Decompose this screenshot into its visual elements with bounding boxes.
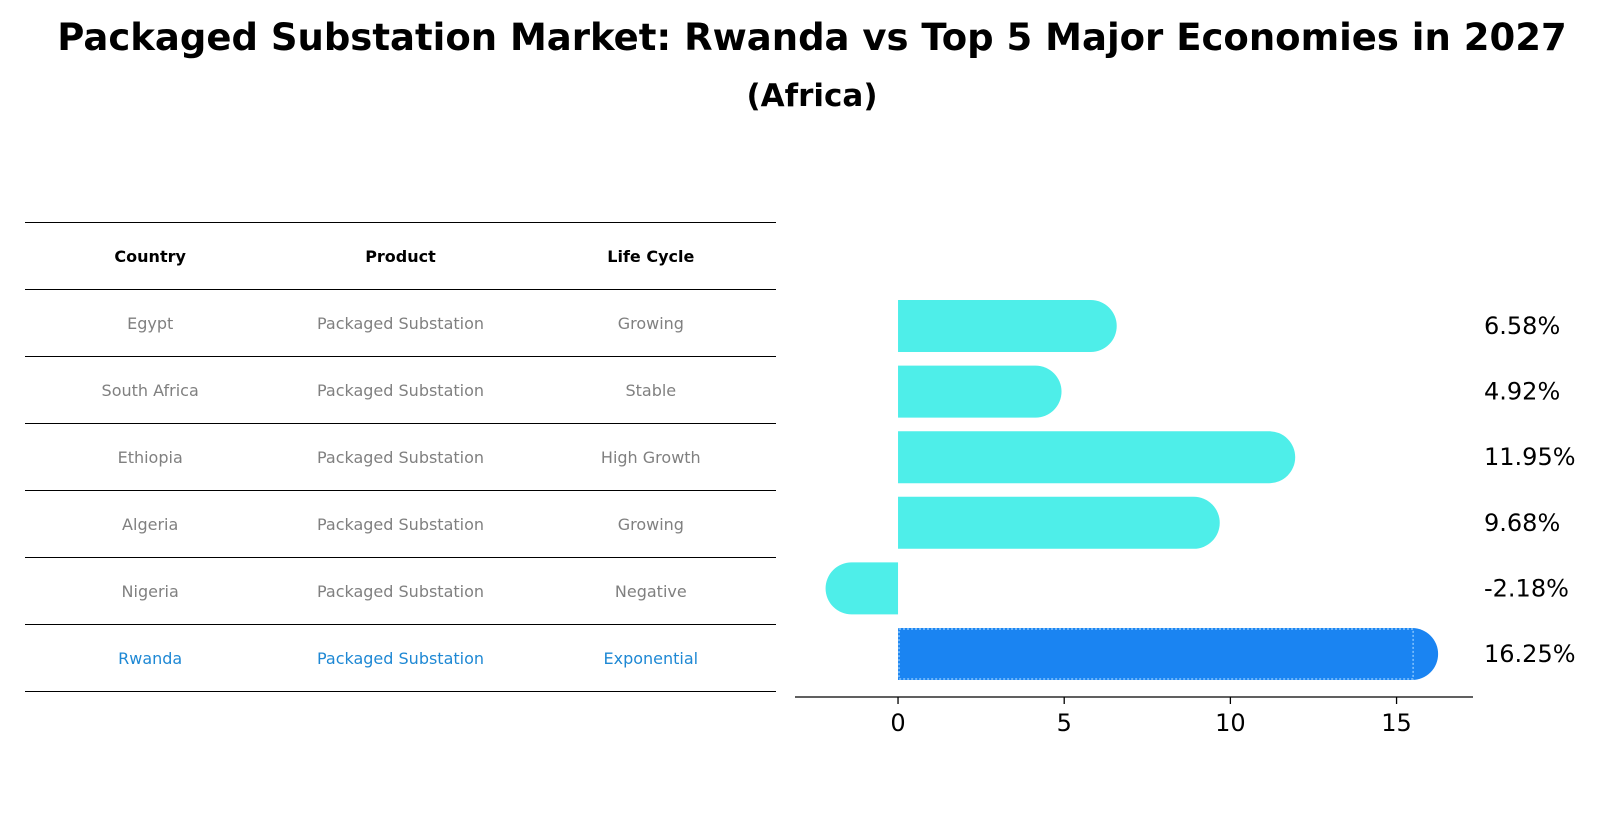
life-cycle-cell: Growing	[617, 514, 684, 534]
value-label: -2.18%	[1484, 574, 1569, 602]
life-cycle-cell: Stable	[625, 380, 677, 400]
country-cell: Egypt	[127, 313, 174, 333]
x-tick-label: 15	[1381, 709, 1412, 737]
bar-algeria	[898, 496, 1220, 549]
country-cell: Ethiopia	[117, 447, 183, 467]
country-cell: Rwanda	[118, 648, 183, 668]
bar-ethiopia	[898, 431, 1296, 484]
table-row: Egypt Packaged Substation Growing	[25, 289, 776, 356]
bar-nigeria	[825, 562, 899, 615]
bar-rwanda	[898, 628, 1439, 680]
highlight-bar-outline	[898, 628, 1414, 680]
table-row: Algeria Packaged Substation Growing	[25, 490, 776, 557]
chart-subtitle: (Africa)	[746, 78, 878, 114]
product-cell: Packaged Substation	[316, 447, 485, 467]
value-label: 9.68%	[1484, 509, 1560, 537]
header-product: Product	[365, 246, 436, 266]
value-label: 16.25%	[1484, 640, 1576, 668]
value-label: 4.92%	[1484, 378, 1560, 406]
x-tick-label: 0	[890, 709, 905, 737]
product-cell: Packaged Substation	[316, 648, 485, 668]
table-row: Nigeria Packaged Substation Negative	[25, 557, 776, 624]
x-tick-label: 10	[1215, 709, 1246, 737]
product-cell: Packaged Substation	[316, 313, 485, 333]
chart-title: Packaged Substation Market: Rwanda vs To…	[57, 16, 1567, 59]
header-country: Country	[114, 246, 186, 266]
x-tick-label: 5	[1057, 709, 1072, 737]
life-cycle-cell: Growing	[617, 313, 684, 333]
table-header-row: Country Product Life Cycle	[25, 222, 776, 289]
country-cell: South Africa	[101, 380, 199, 400]
bar-south-africa	[898, 365, 1062, 418]
life-cycle-cell: High Growth	[600, 447, 701, 467]
table-row-highlight: Rwanda Packaged Substation Exponential	[25, 624, 776, 692]
product-cell: Packaged Substation	[316, 514, 485, 534]
value-label: 11.95%	[1484, 443, 1576, 471]
bar-egypt	[898, 300, 1117, 352]
comparison-table: Country Product Life Cycle Egypt Package…	[25, 222, 776, 692]
country-cell: Algeria	[122, 514, 179, 534]
table-row: Ethiopia Packaged Substation High Growth	[25, 423, 776, 490]
header-life-cycle: Life Cycle	[607, 246, 695, 266]
product-cell: Packaged Substation	[316, 581, 485, 601]
table-row: South Africa Packaged Substation Stable	[25, 356, 776, 423]
life-cycle-cell: Negative	[614, 581, 687, 601]
life-cycle-cell: Exponential	[603, 648, 699, 668]
product-cell: Packaged Substation	[316, 380, 485, 400]
value-label: 6.58%	[1484, 312, 1560, 340]
country-cell: Nigeria	[121, 581, 179, 601]
